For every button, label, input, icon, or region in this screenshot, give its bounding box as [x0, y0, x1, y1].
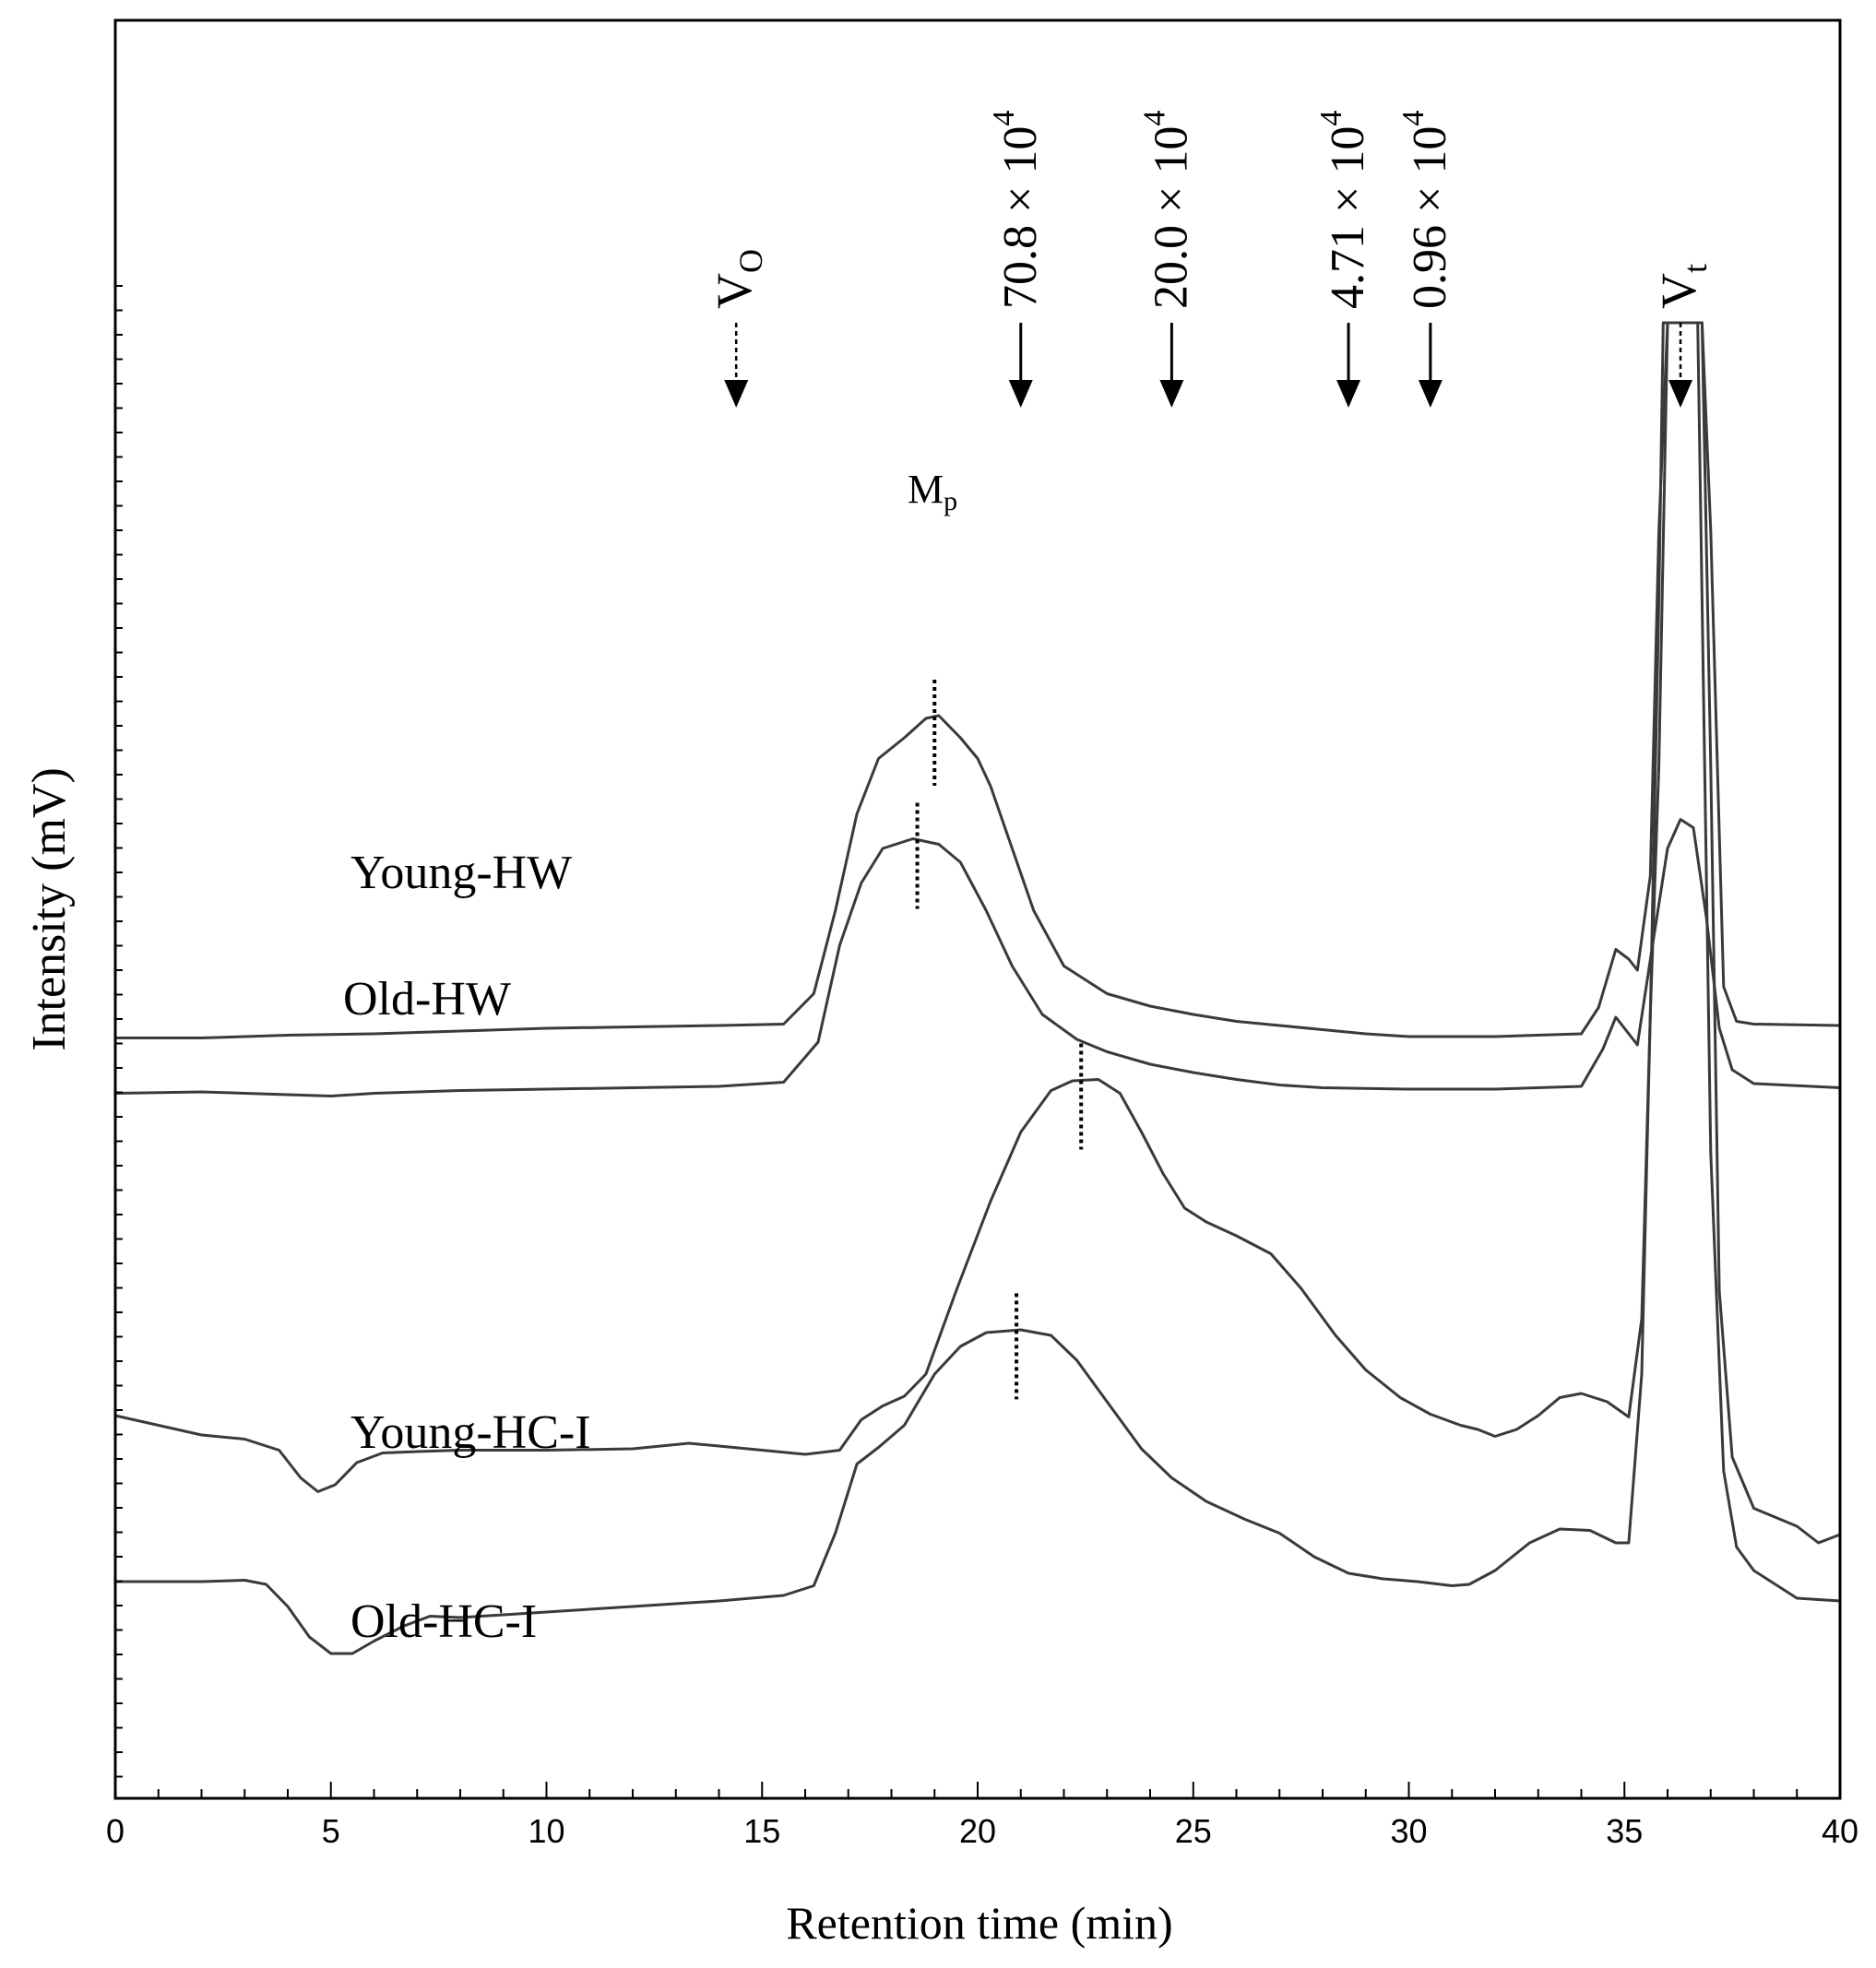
mp-annotation-main: M	[908, 467, 944, 512]
legend-label-young-hw: Young-HW	[350, 847, 572, 899]
marker-arrowhead-2	[1159, 380, 1184, 408]
marker-arrowhead-1	[1008, 380, 1033, 408]
marker-label-4: 0.96 × 104	[1396, 111, 1456, 309]
marker-label-main-4: 0.96 × 10	[1404, 126, 1456, 309]
marker-label-main-0: V	[706, 273, 762, 309]
marker-label-sup-3: 4	[1314, 111, 1348, 126]
marker-arrowhead-5	[1668, 380, 1693, 408]
marker-label-2: 20.0 × 104	[1137, 111, 1197, 309]
marker-label-0: VO	[706, 249, 769, 309]
x-tick-label-0: 0	[106, 1812, 125, 1850]
marker-label-sub-0: O	[732, 249, 769, 273]
marker-label-1: 70.8 × 104	[987, 111, 1047, 309]
x-tick-label-15: 15	[743, 1812, 780, 1850]
x-axis-label: Retention time (min)	[786, 1897, 1172, 1949]
curves-layer	[114, 321, 1841, 1655]
marker-arrowhead-0	[724, 380, 749, 408]
marker-arrowhead-3	[1336, 380, 1361, 408]
marker-label-sup-1: 4	[987, 111, 1021, 126]
marker-label-sub-5: t	[1677, 264, 1714, 273]
x-tick-label-5: 5	[322, 1812, 340, 1850]
marker-label-3: 4.71 × 104	[1314, 111, 1374, 309]
mp-lines-layer	[915, 680, 1084, 1400]
marker-label-5: Vt	[1651, 264, 1714, 309]
legend-label-old-hc-i: Old-HC-I	[350, 1595, 537, 1648]
x-tick-label-35: 35	[1606, 1812, 1643, 1850]
x-tick-label-10: 10	[528, 1812, 564, 1850]
y-axis-label: Intensity (mV)	[23, 767, 76, 1051]
mp-annotation: Mp	[908, 467, 957, 516]
series-line-old-hw	[114, 818, 1841, 1097]
x-tick-label-20: 20	[959, 1812, 996, 1850]
marker-label-sup-4: 4	[1396, 111, 1431, 126]
legend-label-old-hw: Old-HW	[343, 973, 511, 1025]
mp-annotation-sub: p	[944, 486, 957, 516]
x-tick-label-30: 30	[1390, 1812, 1427, 1850]
x-tick-label-25: 25	[1175, 1812, 1212, 1850]
marker-label-main-5: V	[1651, 273, 1706, 309]
axis-ticks-layer: 0 5 10 15 20 25 30 35 40	[106, 285, 1858, 1850]
series-line-old-hc-i	[115, 321, 1841, 1655]
series-line-young-hw	[115, 321, 1841, 1039]
marker-label-main-1: 70.8 × 10	[994, 126, 1047, 309]
marker-label-main-3: 4.71 × 10	[1322, 126, 1374, 309]
legend-label-young-hc-i: Young-HC-I	[350, 1406, 591, 1459]
marker-arrowhead-4	[1418, 380, 1443, 408]
marker-label-sup-2: 4	[1137, 111, 1171, 126]
x-tick-label-40: 40	[1822, 1812, 1858, 1850]
marker-label-main-2: 20.0 × 10	[1145, 126, 1197, 309]
